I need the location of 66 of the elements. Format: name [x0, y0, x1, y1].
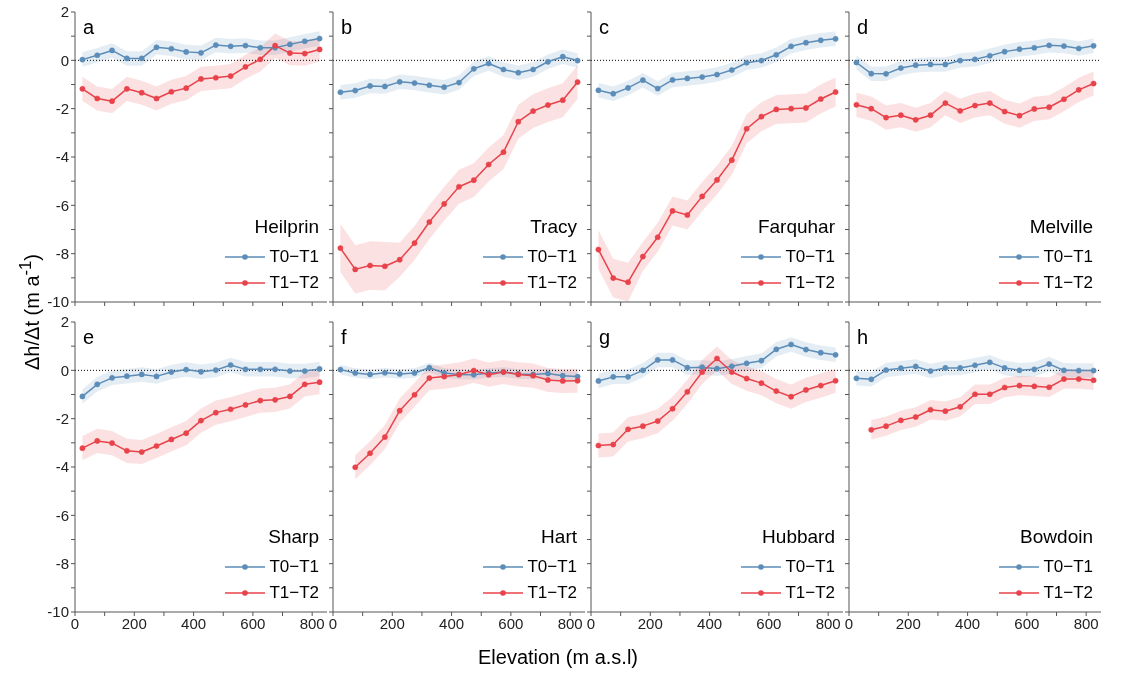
legend-label: T1−T2 [785, 583, 835, 603]
legend-label: T0−T1 [527, 247, 577, 267]
x-axis-title: Elevation (m a.s.l) [477, 646, 639, 669]
x-tick-label: 400 [181, 614, 207, 632]
x-tick-label: 0 [586, 614, 596, 632]
chart-title: f [341, 326, 347, 349]
x-tick-label: 200 [121, 614, 147, 632]
y-tick-label: -8 [55, 554, 69, 572]
x-tick-label: 200 [895, 614, 921, 632]
legend-label: T1−T2 [1043, 273, 1093, 293]
chart-title: b [341, 16, 353, 39]
legend-label: T1−T2 [1043, 583, 1093, 603]
y-tick-label: 0 [60, 51, 69, 69]
x-tick-label: 600 [1014, 614, 1040, 632]
y-tick-label: -4 [55, 148, 69, 166]
y-tick-label: -10 [47, 603, 69, 621]
legend-label: T0−T1 [785, 557, 835, 577]
legend-label: T0−T1 [527, 557, 577, 577]
x-tick-label: 600 [240, 614, 266, 632]
x-tick-label: 800 [557, 614, 583, 632]
y-tick-label: 0 [60, 361, 69, 379]
chart-title: h [857, 326, 869, 349]
legend-label: T0−T1 [785, 247, 835, 267]
y-tick-label: -6 [55, 196, 69, 214]
legend-label: T1−T2 [269, 583, 319, 603]
legend-label: T0−T1 [269, 247, 319, 267]
legend-label: T1−T2 [785, 273, 835, 293]
x-tick-label: 600 [498, 614, 524, 632]
chart-title: g [599, 326, 611, 349]
legend-title: Heilprin [253, 216, 319, 238]
legend-label: T0−T1 [1043, 557, 1093, 577]
x-tick-label: 800 [815, 614, 841, 632]
y-tick-label: -2 [55, 409, 69, 427]
legend-label: T1−T2 [269, 273, 319, 293]
x-tick-label: 200 [637, 614, 663, 632]
x-tick-label: 0 [844, 614, 854, 632]
chart-title: c [599, 16, 609, 39]
x-tick-label: 800 [299, 614, 325, 632]
y-tick-label: -10 [47, 293, 69, 311]
legend-title: Hart [540, 526, 577, 548]
legend-title: Hubbard [761, 526, 835, 548]
y-tick-label: 2 [60, 3, 69, 21]
x-tick-label: 600 [756, 614, 782, 632]
x-tick-label: 400 [439, 614, 465, 632]
legend-label: T1−T2 [527, 583, 577, 603]
chart-title: a [83, 16, 95, 39]
legend-label: T1−T2 [527, 273, 577, 293]
y-tick-label: -6 [55, 506, 69, 524]
y-tick-label: -2 [55, 99, 69, 117]
x-tick-label: 400 [955, 614, 981, 632]
legend-title: Tracy [529, 216, 577, 238]
x-tick-label: 400 [697, 614, 723, 632]
chart-title: e [83, 326, 95, 349]
x-tick-label: 200 [379, 614, 405, 632]
legend-title: Sharp [267, 526, 319, 548]
x-tick-label: 800 [1073, 614, 1099, 632]
y-tick-label: -4 [55, 458, 69, 476]
y-tick-label: 2 [60, 313, 69, 331]
legend-label: T0−T1 [1043, 247, 1093, 267]
chart-title: d [857, 16, 869, 39]
x-tick-label: 0 [328, 614, 338, 632]
legend-title: Melville [1028, 216, 1093, 238]
legend-title: Farquhar [756, 216, 835, 238]
legend-label: T0−T1 [269, 557, 319, 577]
y-tick-label: -8 [55, 244, 69, 262]
legend-title: Bowdoin [1019, 526, 1093, 548]
